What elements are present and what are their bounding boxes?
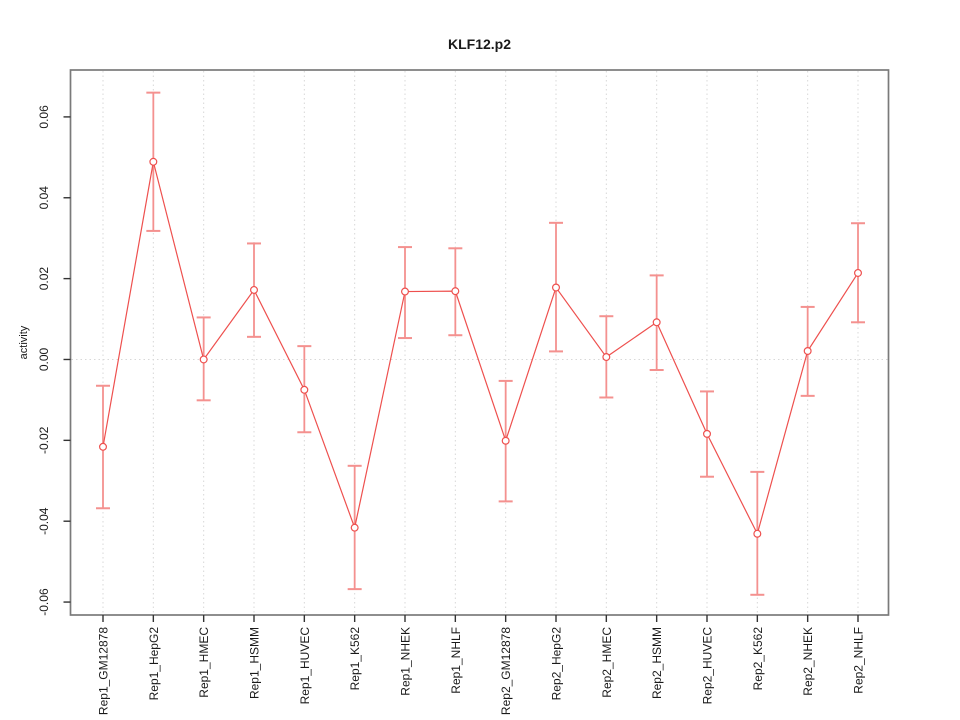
- x-tick-label: Rep2_HepG2: [550, 627, 564, 701]
- data-point: [98, 442, 107, 451]
- chart-title: KLF12.p2: [448, 36, 511, 52]
- data-point: [350, 523, 359, 532]
- y-tick-label: 0.04: [37, 186, 51, 210]
- x-tick-label: Rep2_NHEK: [801, 627, 815, 696]
- data-point: [501, 436, 510, 445]
- y-tick-label: -0.04: [37, 507, 51, 535]
- x-tick-label: Rep1_NHEK: [399, 627, 413, 696]
- data-point: [702, 429, 711, 438]
- x-tick-labels: Rep1_GM12878 Rep1_HepG2 Rep1_HMEC Rep1_HSMM…: [97, 627, 866, 715]
- x-tick-label: Rep1_HepG2: [147, 627, 161, 701]
- data-point: [551, 283, 560, 292]
- y-tick-label: -0.06: [37, 588, 51, 616]
- x-tick-label: Rep1_NHLF: [449, 627, 463, 694]
- x-tick-label: Rep2_K562: [751, 627, 765, 691]
- y-tick-label: 0.02: [37, 267, 51, 291]
- data-point: [803, 346, 812, 355]
- data-point: [199, 355, 208, 364]
- data-point: [149, 157, 158, 166]
- plot-box: [69, 69, 890, 616]
- x-tick-label: Rep2_NHLF: [852, 627, 866, 694]
- x-tick-label: Rep2_HUVEC: [701, 627, 715, 705]
- y-tick-label: 0.06: [37, 105, 51, 129]
- x-tick-label: Rep2_HMEC: [600, 627, 614, 698]
- y-axis-label: activity: [18, 325, 30, 359]
- y-tick-label: -0.02: [37, 426, 51, 454]
- data-points: [98, 157, 862, 538]
- y-tick-labels: -0.06 -0.04 -0.02 0.00 0.02 0.04 0.06: [37, 105, 51, 616]
- data-point: [853, 268, 862, 277]
- series-line: [102, 161, 859, 536]
- series-polyline: [102, 161, 859, 536]
- data-point: [300, 385, 309, 394]
- data-point: [753, 529, 762, 538]
- x-tick-label: Rep1_HUVEC: [298, 627, 312, 705]
- x-tick-label: Rep1_HMEC: [197, 627, 211, 698]
- x-tick-label: Rep1_GM12878: [97, 627, 111, 715]
- x-tick-label: Rep1_K562: [348, 627, 362, 691]
- data-point: [652, 318, 661, 327]
- axes: [63, 69, 890, 622]
- y-tick-label: 0.00: [37, 347, 51, 371]
- data-point: [451, 287, 460, 296]
- x-tick-label: Rep2_GM12878: [499, 627, 513, 715]
- x-tick-label: Rep2_HSMM: [650, 627, 664, 699]
- data-point: [602, 353, 611, 362]
- data-point: [401, 287, 410, 296]
- data-point: [250, 285, 259, 294]
- x-tick-label: Rep1_HSMM: [248, 627, 262, 699]
- gridlines: [71, 71, 888, 614]
